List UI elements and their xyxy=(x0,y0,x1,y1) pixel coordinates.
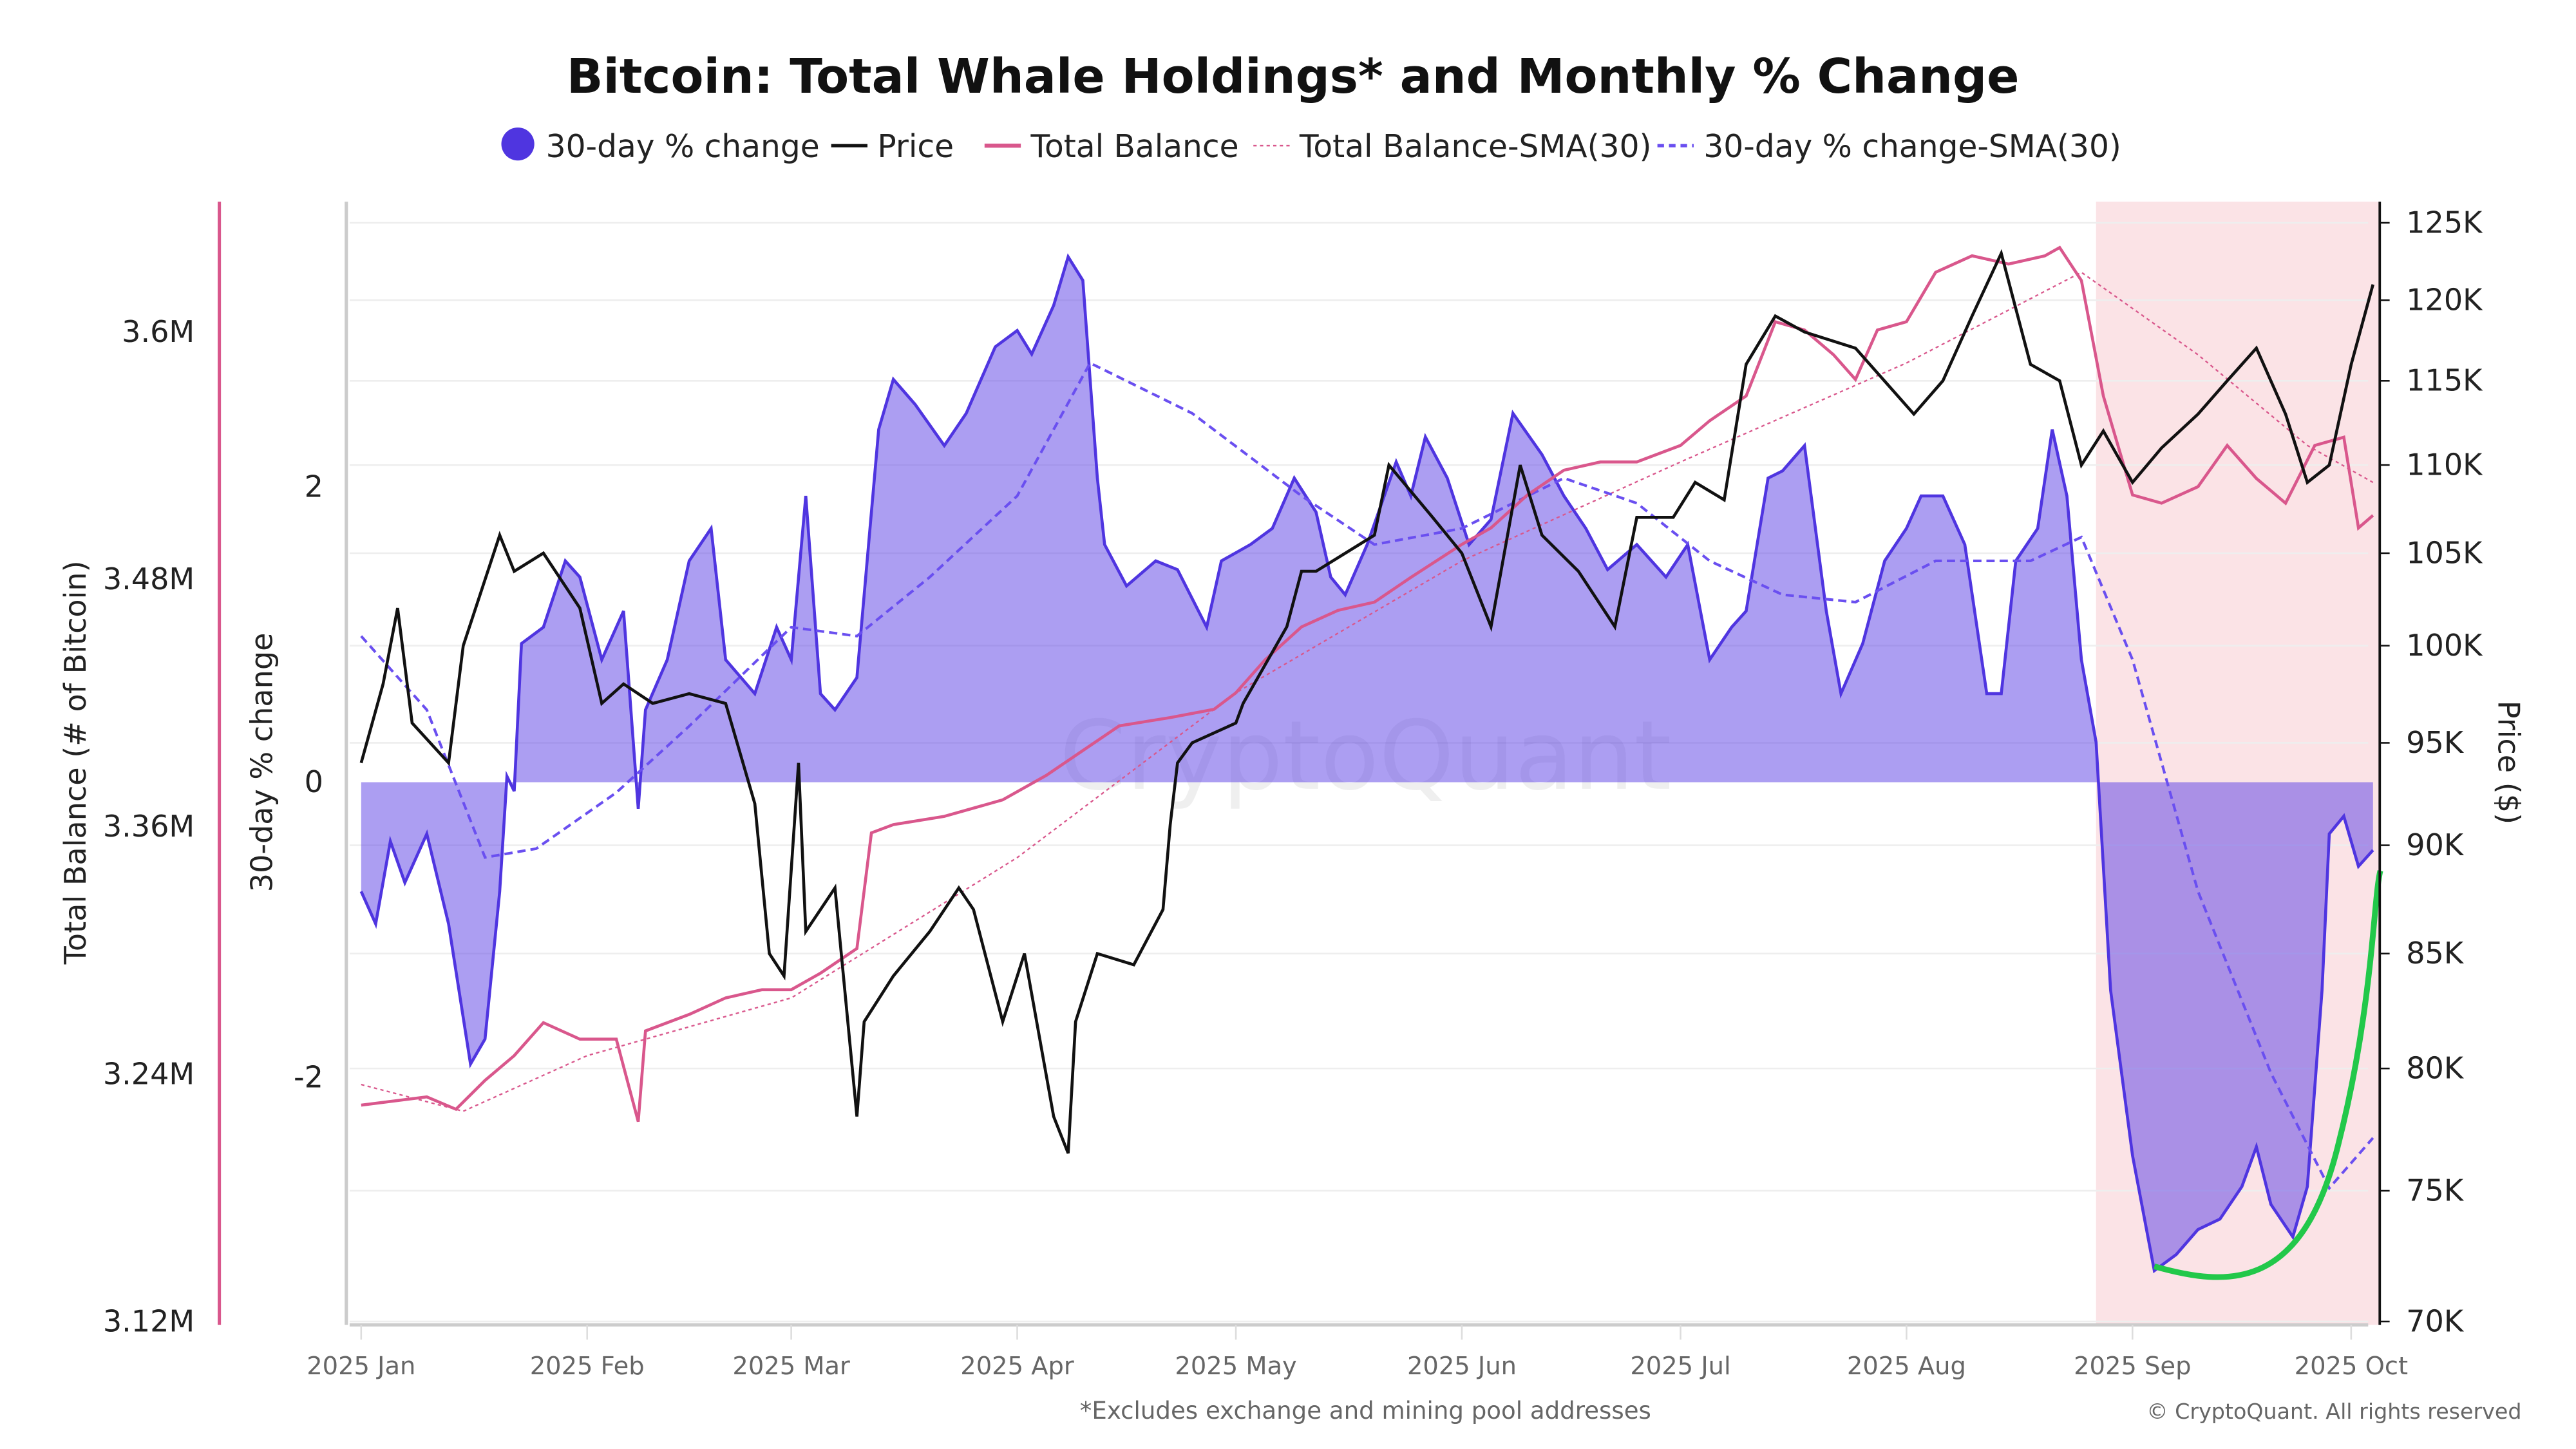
x-tick-label: 2025 Sep xyxy=(2074,1352,2191,1381)
legend-label-balance-sma[interactable]: Total Balance-SMA(30) xyxy=(1299,129,1652,165)
balance-tick-label: 3.6M xyxy=(122,314,194,349)
chart-title: Bitcoin: Total Whale Holdings* and Month… xyxy=(567,48,2020,104)
balance-tick-label: 3.24M xyxy=(103,1056,194,1091)
price-tick-label: 95K xyxy=(2406,725,2465,760)
legend-label-change[interactable]: 30-day % change xyxy=(546,129,820,165)
price-axis-label: Price ($) xyxy=(2492,701,2526,824)
x-tick-label: 2025 Apr xyxy=(960,1352,1074,1381)
balance-tick-label: 3.48M xyxy=(103,562,194,596)
green-recovery-curve-annotation xyxy=(2154,870,2383,1280)
x-tick-label: 2025 Jul xyxy=(1630,1352,1730,1381)
series-layer xyxy=(359,245,2374,1274)
price-tick-label: 90K xyxy=(2406,828,2465,862)
x-tick-label: 2025 Aug xyxy=(1847,1352,1966,1381)
price-tick-label: 105K xyxy=(2406,535,2483,570)
x-tick-label: 2025 Jun xyxy=(1407,1352,1517,1381)
change-tick-label: 2 xyxy=(305,469,323,504)
balance-tick-label: 3.12M xyxy=(103,1303,194,1338)
price-axis-ticks: 70K 75K 80K 85K 90K 95K 100K 105K 110K 115K 120K 12… xyxy=(2380,205,2483,1338)
legend: 30-day % change Price Total Balance Tota… xyxy=(501,127,2121,165)
price-tick-label: 75K xyxy=(2406,1173,2465,1208)
balance-tick-label: 3.36M xyxy=(103,809,194,844)
balance-axis-ticks: 3.12M 3.24M 3.36M 3.48M 3.6M xyxy=(103,314,194,1338)
price-tick-label: 70K xyxy=(2406,1303,2465,1338)
change-tick-label: -2 xyxy=(294,1059,323,1094)
balance-sma-line xyxy=(361,271,2374,1112)
legend-label-balance[interactable]: Total Balance xyxy=(1030,129,1239,165)
price-tick-label: 80K xyxy=(2406,1050,2465,1085)
footnote: *Excludes exchange and mining pool addre… xyxy=(1080,1397,1651,1425)
price-series-line xyxy=(359,249,2374,1154)
change-series-line xyxy=(359,253,2374,1274)
legend-label-price[interactable]: Price xyxy=(877,129,954,165)
change-axis-label: 30-day % change xyxy=(245,633,279,893)
x-tick-label: 2025 Oct xyxy=(2295,1352,2408,1381)
change-axis-ticks: -2 0 2 xyxy=(294,469,323,1095)
x-tick-label: 2025 Mar xyxy=(732,1352,850,1381)
balance-series-line xyxy=(361,245,2374,1122)
change-area-fill xyxy=(361,256,2373,1271)
change-tick-label: 0 xyxy=(305,764,323,799)
change-sma-line xyxy=(360,361,2374,1191)
price-tick-label: 100K xyxy=(2406,628,2483,663)
price-tick-label: 125K xyxy=(2406,205,2483,240)
x-tick-label: 2025 May xyxy=(1175,1352,1296,1381)
x-axis-ticks: 2025 Jan 2025 Feb 2025 Mar 2025 Apr 2025 May… xyxy=(307,1325,2408,1381)
price-tick-label: 85K xyxy=(2406,936,2465,971)
price-tick-label: 110K xyxy=(2406,447,2483,482)
x-tick-label: 2025 Jan xyxy=(307,1352,415,1381)
legend-swatch-area xyxy=(501,127,535,161)
copyright[interactable]: © CryptoQuant. All rights reserved xyxy=(2146,1399,2521,1424)
balance-axis-label: Total Balance (# of Bitcoin) xyxy=(58,560,93,965)
price-tick-label: 120K xyxy=(2406,282,2483,317)
price-tick-label: 115K xyxy=(2406,363,2483,398)
x-tick-label: 2025 Feb xyxy=(530,1352,645,1381)
legend-label-change-sma[interactable]: 30-day % change-SMA(30) xyxy=(1703,129,2121,165)
